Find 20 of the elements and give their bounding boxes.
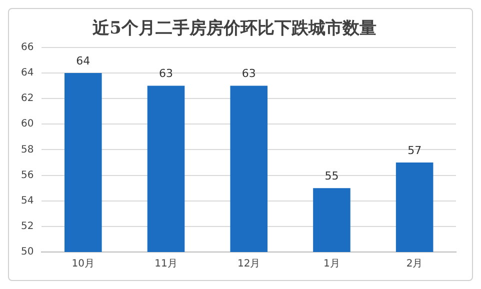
- x-tick-label: 2月: [406, 258, 423, 270]
- y-tick-label: 62: [20, 93, 34, 104]
- y-tick-label: 56: [20, 170, 34, 181]
- data-label: 64: [76, 54, 90, 68]
- x-tick-label: 10月: [72, 258, 95, 270]
- y-tick-label: 64: [20, 68, 34, 79]
- y-tick-label: 66: [20, 42, 34, 53]
- data-label: 63: [159, 67, 174, 80]
- chart-title: 近5个月二手房房价环比下跌城市数量: [92, 18, 376, 39]
- x-tick-label: 11月: [154, 258, 178, 270]
- x-tick-label: 12月: [237, 258, 260, 270]
- data-label: 55: [324, 169, 339, 182]
- data-label: 63: [242, 67, 256, 80]
- data-label: 57: [408, 144, 422, 157]
- y-tick-label: 50: [20, 246, 34, 258]
- y-tick-label: 60: [20, 118, 34, 130]
- y-tick-label: 54: [20, 195, 34, 206]
- y-tick-label: 52: [20, 221, 34, 232]
- x-tick-label: 1月: [324, 258, 340, 270]
- y-tick-label: 58: [20, 144, 34, 156]
